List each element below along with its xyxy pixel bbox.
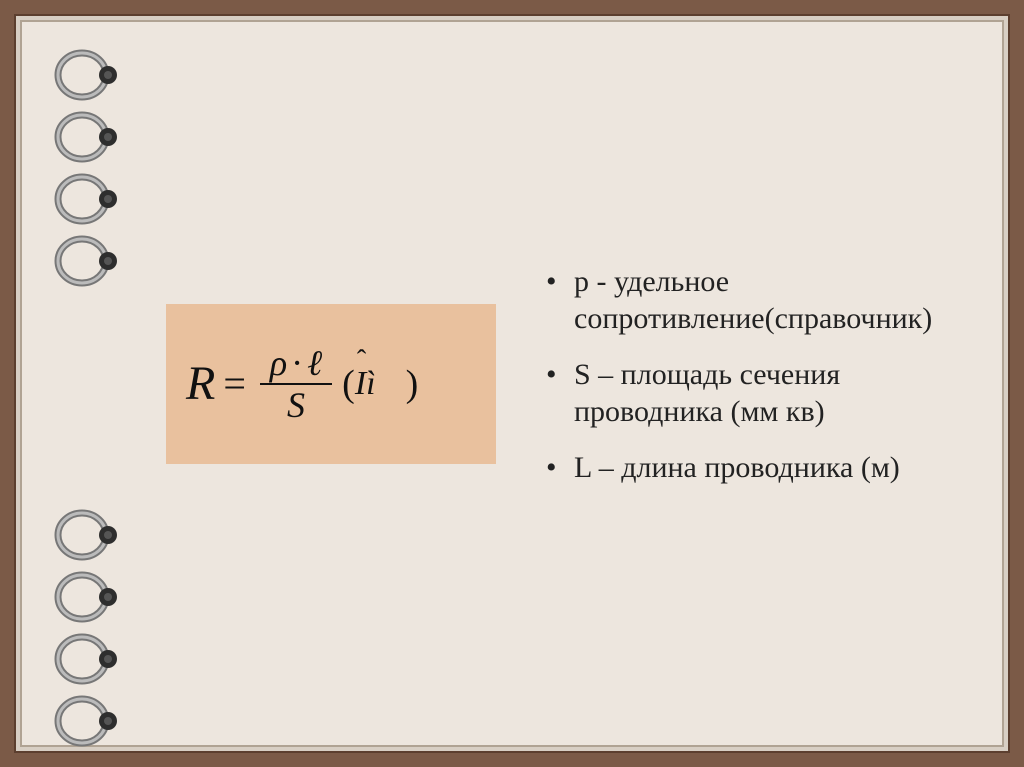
cdot: · xyxy=(287,343,307,383)
ring-icon xyxy=(54,566,124,628)
formula-unit: Iì xyxy=(355,367,376,401)
paren-close: ) xyxy=(406,365,419,403)
bullet-item: p - удельное сопротивление(справочник) xyxy=(546,263,906,338)
ring-icon xyxy=(54,690,124,752)
bullet-list: p - удельное сопротивление(справочник) S… xyxy=(546,263,906,505)
formula-numerator: ρ·ℓ xyxy=(260,343,332,383)
slide-content: R = ρ·ℓ S ( Iì ) p - удельное сопротивле… xyxy=(166,56,968,711)
unit-i2: ì xyxy=(366,365,375,402)
formula-denominator: S xyxy=(277,385,315,425)
formula-equation: R = ρ·ℓ S ( Iì ) xyxy=(186,343,418,425)
ring-icon xyxy=(54,44,124,106)
formula-box: R = ρ·ℓ S ( Iì ) xyxy=(166,304,496,464)
spiral-binding xyxy=(54,44,134,744)
ring-icon xyxy=(54,504,124,566)
ring-icon xyxy=(54,628,124,690)
formula-fraction: ρ·ℓ S xyxy=(260,343,332,425)
bullet-item: L – длина проводника (м) xyxy=(546,449,906,487)
slide-page: R = ρ·ℓ S ( Iì ) p - удельное сопротивле… xyxy=(14,14,1010,753)
ring-icon xyxy=(54,168,124,230)
bullet-item: S – площадь сечения проводника (мм кв) xyxy=(546,356,906,431)
paren-open: ( xyxy=(342,365,355,403)
formula-lhs: R xyxy=(186,360,215,408)
unit-i-hat: I xyxy=(355,367,366,401)
rho: ρ xyxy=(270,343,287,383)
ring-icon xyxy=(54,106,124,168)
formula-equals: = xyxy=(223,364,246,404)
ell: ℓ xyxy=(307,343,322,383)
ring-icon xyxy=(54,230,124,292)
